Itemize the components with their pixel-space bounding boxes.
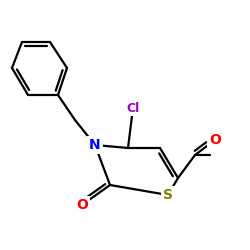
Text: N: N <box>89 138 101 152</box>
Text: Cl: Cl <box>126 102 140 114</box>
Text: S: S <box>163 188 173 202</box>
Text: O: O <box>76 198 88 212</box>
Text: O: O <box>209 133 221 147</box>
